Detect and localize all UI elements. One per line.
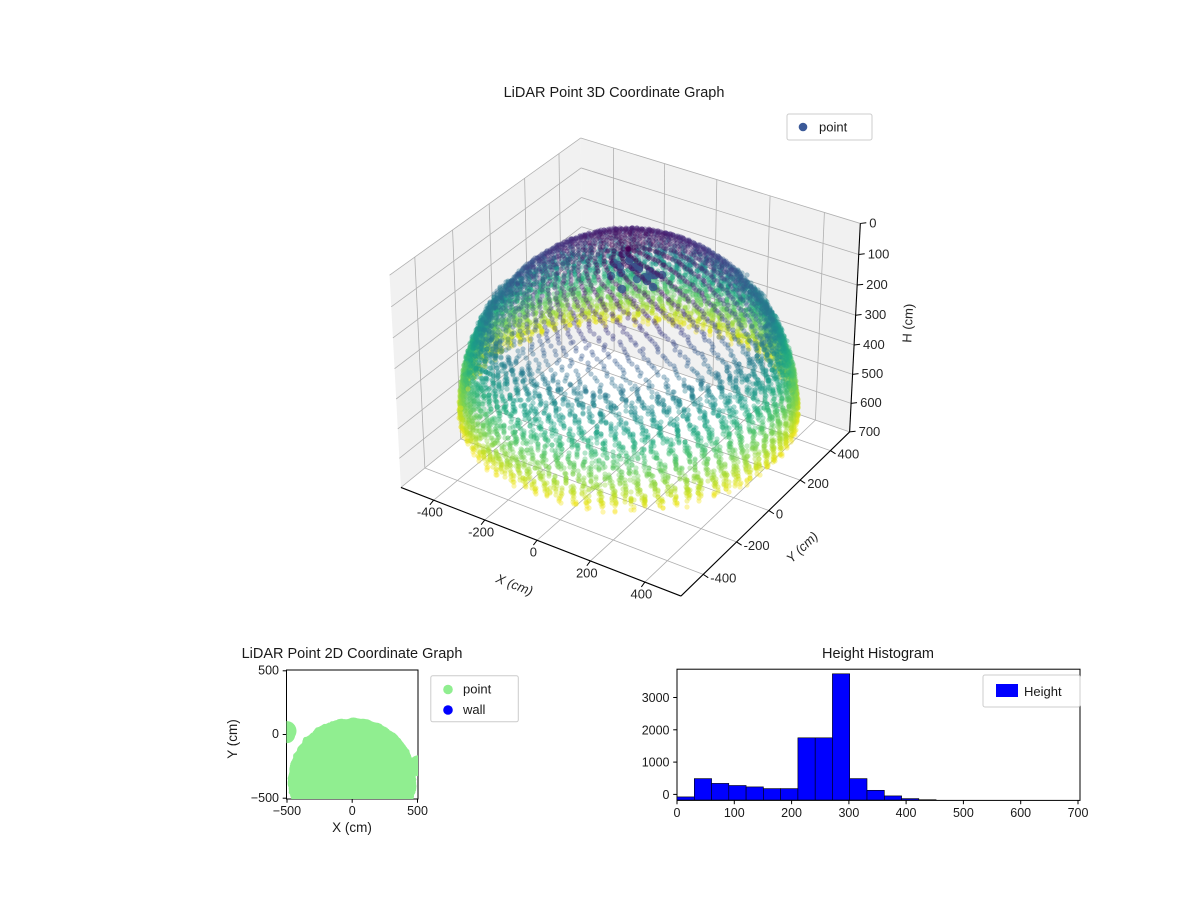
svg-text:point: point (819, 120, 848, 135)
svg-text:−500: −500 (251, 791, 279, 805)
svg-text:0: 0 (272, 727, 279, 741)
svg-text:-400: -400 (710, 570, 736, 585)
svg-text:point: point (463, 682, 492, 697)
svg-text:400: 400 (631, 587, 653, 602)
svg-text:H (cm): H (cm) (899, 303, 916, 343)
svg-text:1000: 1000 (642, 756, 670, 770)
svg-text:0: 0 (530, 545, 537, 560)
svg-text:400: 400 (863, 337, 885, 352)
svg-text:100: 100 (724, 806, 745, 820)
svg-text:200: 200 (866, 277, 888, 292)
svg-text:500: 500 (862, 366, 884, 381)
svg-text:600: 600 (860, 395, 882, 410)
svg-text:200: 200 (576, 565, 598, 580)
svg-text:X (cm): X (cm) (332, 820, 372, 835)
svg-text:3000: 3000 (642, 691, 670, 705)
svg-text:500: 500 (258, 664, 279, 678)
svg-text:400: 400 (896, 806, 917, 820)
svg-text:Height: Height (1024, 684, 1062, 699)
svg-text:0: 0 (674, 806, 681, 820)
svg-text:700: 700 (1068, 806, 1089, 820)
svg-text:400: 400 (838, 446, 860, 461)
svg-text:-400: -400 (417, 505, 443, 520)
svg-text:LiDAR Point 3D Coordinate Grap: LiDAR Point 3D Coordinate Graph (504, 85, 725, 101)
svg-text:500: 500 (953, 806, 974, 820)
svg-text:700: 700 (859, 424, 881, 439)
svg-text:-200: -200 (468, 524, 494, 539)
svg-text:Y (cm): Y (cm) (225, 719, 240, 759)
svg-text:200: 200 (807, 476, 829, 491)
svg-text:LiDAR Point 2D Coordinate Grap: LiDAR Point 2D Coordinate Graph (242, 646, 463, 662)
svg-text:0: 0 (663, 788, 670, 802)
svg-text:wall: wall (462, 702, 486, 717)
svg-text:-200: -200 (744, 538, 770, 553)
svg-text:Height Histogram: Height Histogram (822, 646, 934, 662)
svg-text:2000: 2000 (642, 723, 670, 737)
svg-text:600: 600 (1010, 806, 1031, 820)
svg-text:−500: −500 (273, 804, 301, 818)
svg-text:300: 300 (838, 806, 859, 820)
svg-text:200: 200 (781, 806, 802, 820)
svg-text:500: 500 (407, 804, 428, 818)
svg-text:0: 0 (869, 215, 876, 230)
svg-text:0: 0 (349, 804, 356, 818)
svg-text:300: 300 (865, 307, 887, 322)
svg-text:0: 0 (776, 506, 783, 521)
svg-text:100: 100 (868, 246, 890, 261)
